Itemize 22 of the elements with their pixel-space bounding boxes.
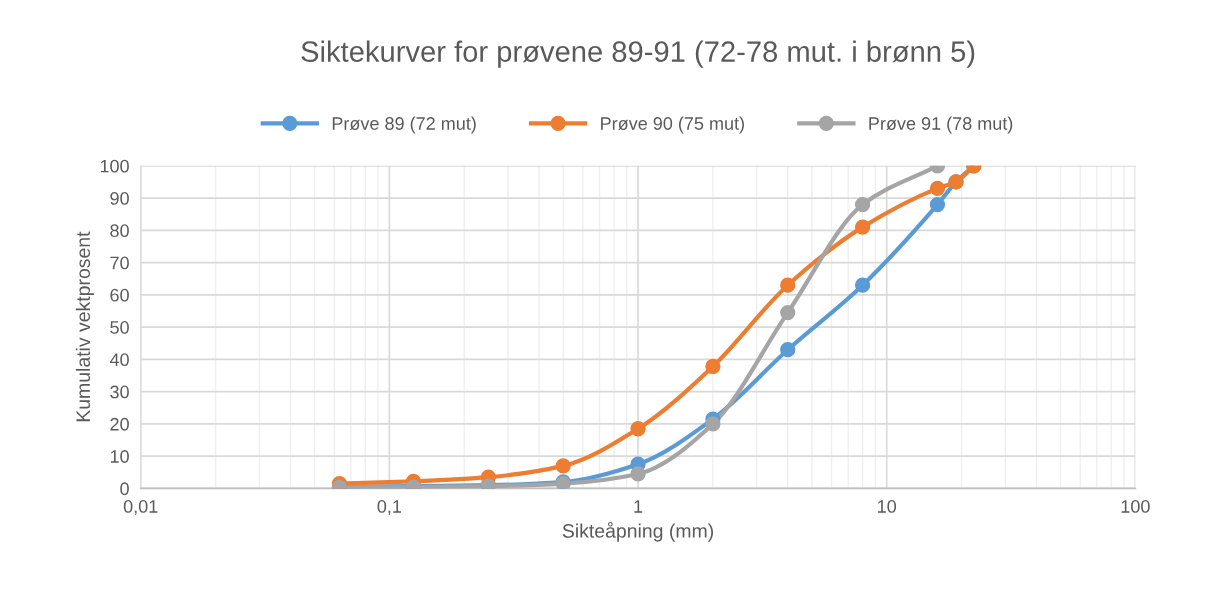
y-tick-label: 80 — [110, 224, 129, 238]
y-axis-title: Kumulativ vektprosent — [75, 231, 94, 422]
y-tick-label: 10 — [110, 450, 129, 463]
x-tick-label: 1 — [634, 500, 643, 513]
y-tick-label: 50 — [110, 321, 129, 334]
y-tick-label: 40 — [109, 353, 129, 367]
y-tick-label: 30 — [110, 385, 129, 399]
x-axis-title: Sikteåpning (mm) — [562, 521, 714, 542]
y-tick-label: 90 — [110, 192, 129, 205]
x-tick-label: 0,01 — [123, 500, 158, 515]
chart-title: Siktekurver for prøvene 89-91 (72-78 mut. i brønn 5) — [301, 40, 975, 68]
x-tick-label: 100 — [1121, 500, 1150, 513]
y-tick-label: 60 — [110, 288, 129, 302]
x-tick-label: 0,1 — [377, 500, 402, 515]
y-tick-label: 20 — [110, 417, 129, 431]
x-tick-label: 10 — [878, 500, 897, 513]
legend-label: Prøve 89 (72 mut) — [332, 116, 476, 134]
y-tick-label: 70 — [110, 256, 129, 270]
y-tick-label: 100 — [100, 159, 129, 173]
legend-label: Prøve 90 (75 mut) — [601, 116, 744, 134]
legend-label: Prøve 91 (78 mut) — [869, 116, 1013, 134]
y-tick-label: 0 — [120, 482, 129, 496]
